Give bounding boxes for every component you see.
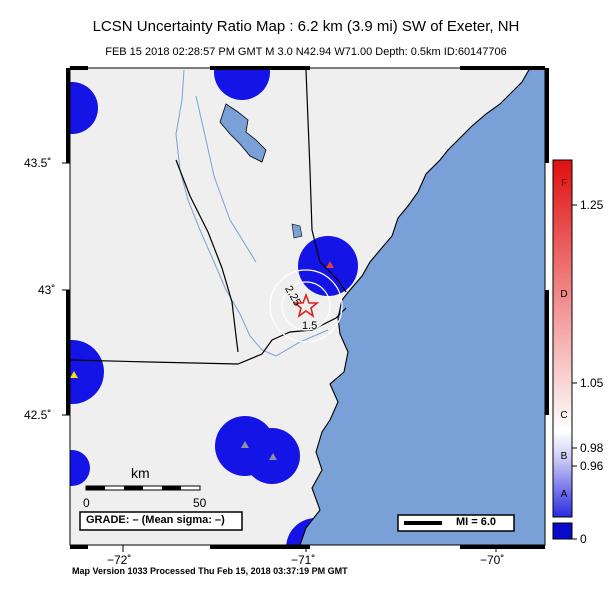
grade-letter-b: B [560,451,568,462]
uncertainty-contours [269,269,343,343]
lon-label-70: −70˚ [480,553,505,567]
coastline [299,68,531,545]
contour-label-1-5: 1.5 [302,320,318,332]
cell-nw [70,82,98,134]
grade-box [79,511,243,531]
axis-ticks [62,162,497,552]
epicenter-star [292,292,320,318]
cell-top [214,68,270,100]
colorbar-value-1-25: 1.25 [580,198,604,212]
contour-outer [269,269,343,343]
scalebar-start: 0 [83,496,90,510]
colorbar-value-0-98: 0.98 [580,441,604,455]
ma-nh-border [70,307,347,365]
nh-maine-border [305,69,347,293]
nh-vt-border [175,159,239,353]
lat-label-43-5: 43.5˚ [24,156,52,170]
mi-box [397,514,515,532]
colorbar-zero-swatch [552,522,573,540]
atlantic-ocean [300,68,545,545]
grade-letter-f: F [560,178,568,189]
frame-bands [66,66,549,549]
scalebar-end: 50 [193,496,207,510]
lon-label-71: −71˚ [291,553,316,567]
mi-line [404,521,442,525]
station-gray-b [269,453,277,460]
lon-label-72: −72˚ [107,553,132,567]
station-yellow [70,371,78,378]
cell-sw [70,450,90,486]
lake-small [291,223,303,239]
event-details: FEB 15 2018 02:28:57 PM GMT M 3.0 N42.94… [105,46,507,58]
lake-winnipesaukee [219,103,267,163]
grade-text: GRADE: – (Mean sigma: –) [86,514,225,526]
scalebar-unit: km [131,465,150,481]
station-gray-a [241,441,249,448]
grade-letter-d: D [560,289,568,300]
grade-letter-a: A [560,489,568,500]
station-red [326,261,334,268]
distance-scalebar [85,485,201,491]
colorbar-value-0: 0 [580,532,587,546]
river-west [195,95,257,263]
processing-footer: Map Version 1033 Processed Thu Feb 15, 2… [72,566,348,576]
lat-label-43: 43˚ [38,283,56,297]
colorbar [552,159,577,540]
merrimack-river [175,69,329,357]
cell-west [70,340,104,404]
mi-text: MI = 6.0 [456,516,497,528]
colorbar-value-0-96: 0.96 [580,459,604,473]
map-title: LCSN Uncertainty Ratio Map : 6.2 km (3.9… [92,18,520,35]
lat-label-42-5: 42.5˚ [24,408,52,422]
grade-letter-c: C [560,410,568,421]
contour-inner [281,281,331,331]
colorbar-value-1-05: 1.05 [580,376,604,390]
